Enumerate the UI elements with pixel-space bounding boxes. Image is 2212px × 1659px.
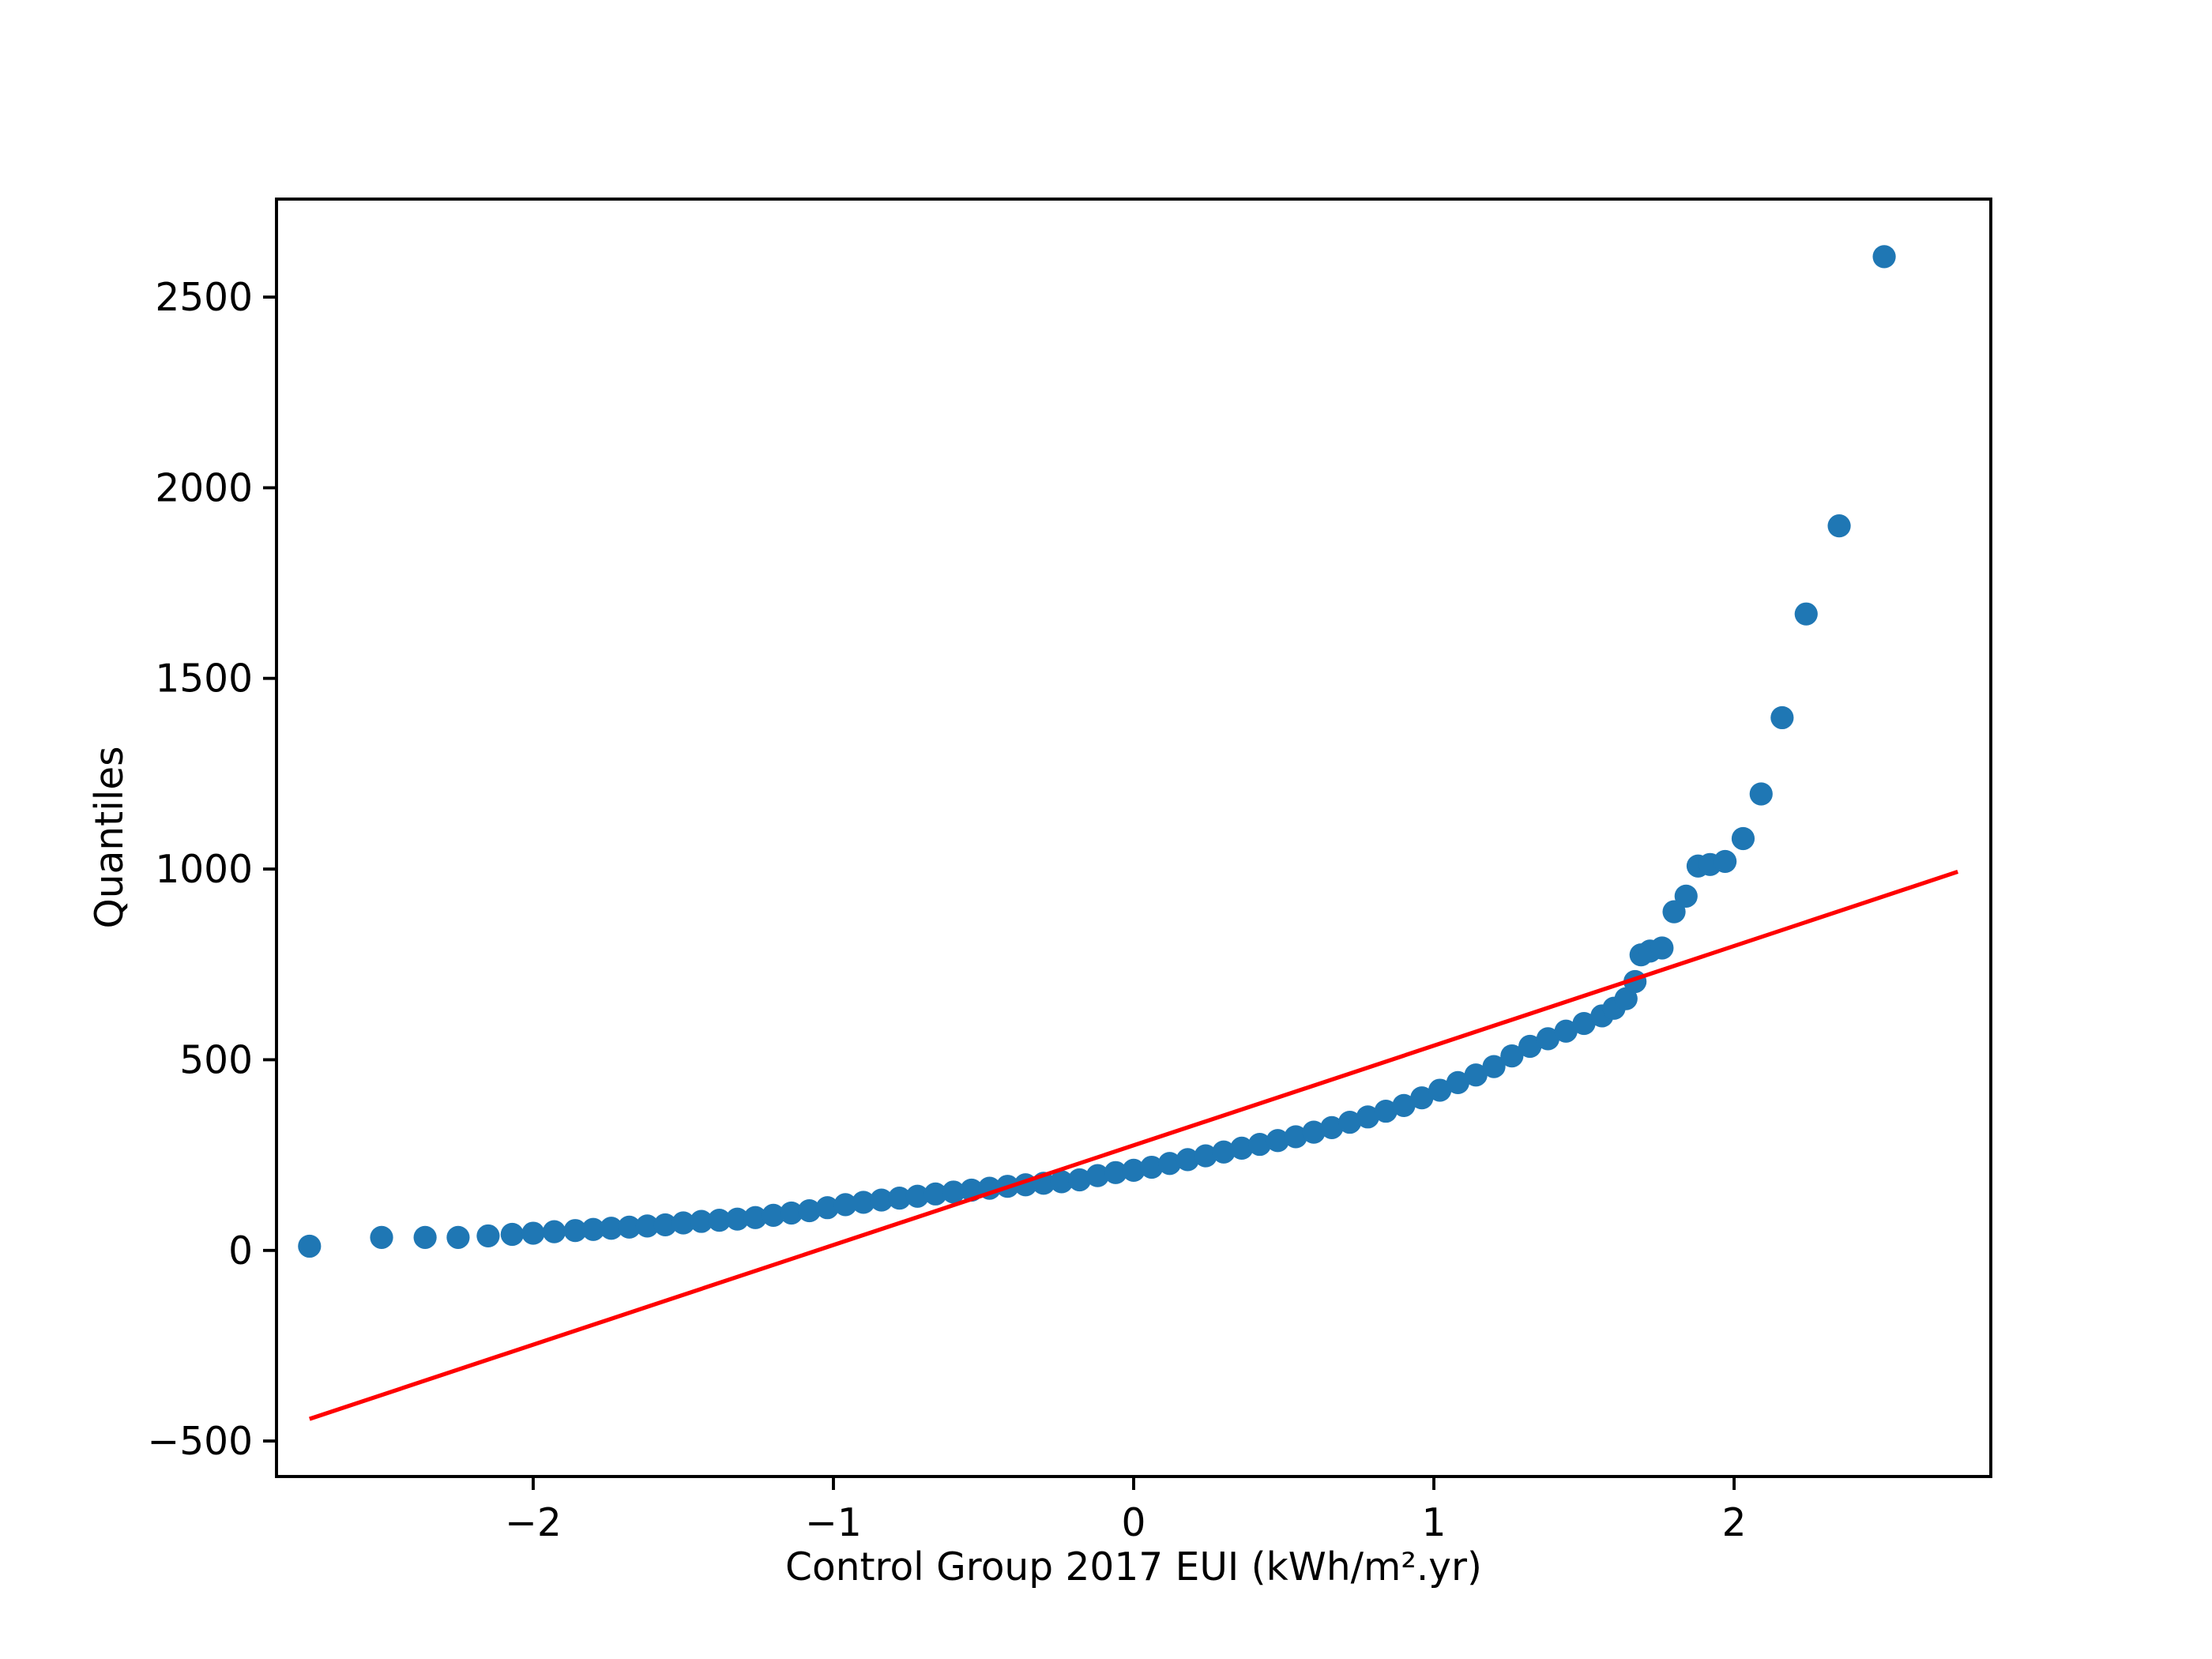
data-point: [672, 1211, 695, 1235]
y-tick-label: 2000: [155, 466, 253, 510]
data-point: [690, 1209, 713, 1233]
data-point: [521, 1221, 545, 1245]
data-point: [581, 1217, 605, 1241]
data-point: [1176, 1148, 1200, 1172]
data-point: [1554, 1019, 1578, 1043]
data-point: [298, 1234, 322, 1258]
x-tick-label: 1: [1422, 1501, 1446, 1545]
data-point: [852, 1191, 875, 1214]
data-point: [1872, 245, 1896, 269]
data-point: [1284, 1125, 1307, 1149]
x-axis-label: Control Group 2017 EUI (kWh/m².yr): [785, 1545, 1482, 1589]
data-point: [1749, 782, 1773, 806]
data-point: [1518, 1034, 1542, 1059]
data-point: [1104, 1161, 1127, 1184]
data-point: [1428, 1078, 1452, 1102]
data-point: [1140, 1155, 1164, 1179]
data-point: [1194, 1144, 1217, 1168]
x-tick-label: 2: [1722, 1501, 1747, 1545]
data-point: [1374, 1099, 1398, 1123]
plot-frame: [275, 198, 1992, 1478]
data-point: [1794, 602, 1818, 626]
data-point: [1770, 705, 1794, 730]
data-point: [1674, 884, 1698, 908]
data-point: [1662, 900, 1686, 924]
data-point: [1302, 1120, 1326, 1144]
x-tick-label: −2: [505, 1501, 562, 1545]
data-point: [1320, 1115, 1344, 1139]
data-point: [1230, 1136, 1254, 1161]
data-point: [762, 1203, 785, 1227]
data-point: [1536, 1027, 1560, 1051]
data-point: [1248, 1132, 1272, 1157]
data-point: [1356, 1105, 1380, 1129]
data-point: [653, 1213, 677, 1237]
data-point: [707, 1209, 732, 1232]
data-point: [870, 1188, 893, 1212]
data-point: [1731, 826, 1755, 851]
data-point: [1446, 1070, 1470, 1094]
data-point: [1212, 1140, 1236, 1164]
data-point: [1650, 936, 1674, 960]
data-point: [887, 1187, 912, 1210]
data-point: [446, 1225, 470, 1249]
x-tick-label: 0: [1122, 1501, 1146, 1545]
data-point: [905, 1184, 929, 1208]
data-point: [1410, 1086, 1434, 1110]
data-point: [370, 1225, 393, 1249]
y-tick-label: −500: [148, 1420, 253, 1464]
data-point: [815, 1196, 839, 1220]
data-point: [600, 1217, 623, 1240]
data-point: [563, 1219, 587, 1243]
data-point: [500, 1222, 524, 1247]
data-point: [1614, 987, 1638, 1010]
data-point: [542, 1220, 566, 1243]
y-tick-label: 500: [179, 1038, 253, 1082]
data-point: [1338, 1110, 1362, 1134]
data-point: [617, 1215, 641, 1239]
data-point: [1714, 849, 1737, 874]
data-point: [1500, 1044, 1524, 1068]
y-tick-label: 1000: [155, 848, 253, 892]
data-point: [833, 1193, 857, 1217]
data-point: [1392, 1093, 1416, 1117]
data-point: [1067, 1168, 1092, 1192]
data-point: [797, 1198, 822, 1223]
data-point: [1464, 1063, 1488, 1087]
data-point: [476, 1224, 500, 1248]
data-point: [1482, 1055, 1506, 1078]
y-axis-label: Quantiles: [88, 747, 132, 929]
x-tick-label: −1: [805, 1501, 862, 1545]
data-point: [635, 1214, 659, 1238]
data-point: [1085, 1164, 1109, 1187]
data-point: [942, 1180, 965, 1204]
fit-line: [308, 869, 1959, 1421]
data-point: [1266, 1129, 1290, 1153]
data-point: [924, 1182, 947, 1206]
data-point: [1827, 514, 1851, 538]
y-tick-label: 1500: [155, 657, 253, 702]
data-point: [780, 1201, 803, 1225]
y-tick-label: 0: [228, 1229, 253, 1273]
data-point: [1158, 1152, 1182, 1176]
data-point: [1050, 1170, 1074, 1194]
data-point: [1572, 1011, 1596, 1036]
y-tick-label: 2500: [155, 276, 253, 320]
data-point: [725, 1207, 749, 1231]
data-point: [743, 1206, 767, 1229]
data-point: [1122, 1158, 1146, 1183]
data-point: [413, 1225, 437, 1249]
